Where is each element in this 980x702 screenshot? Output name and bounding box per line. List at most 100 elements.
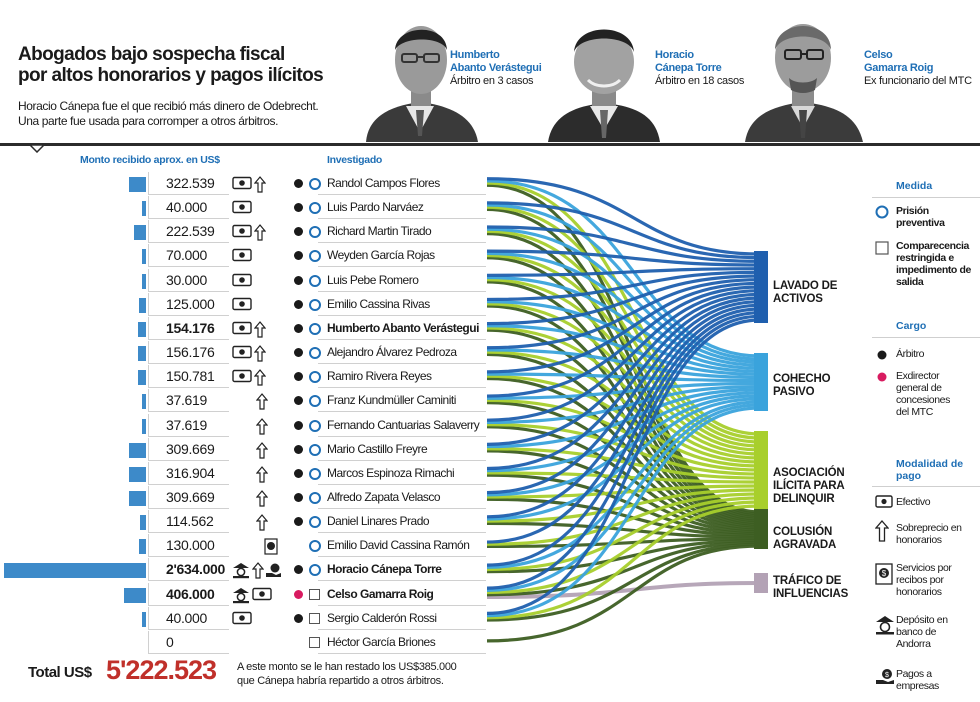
profile-caption-gamarra: Celso Gamarra Roig Ex funcionario del MT… (864, 49, 972, 87)
legend-divider (872, 486, 980, 487)
profile-caption-canepa: Horacio Cánepa Torre Árbitro en 18 casos (655, 49, 745, 87)
amount-bar (138, 321, 146, 337)
legend-restringida-label: Comparecencia restringida e impedimento … (896, 240, 971, 288)
total-value: 5'222.523 (106, 655, 217, 685)
svg-text:$: $ (882, 569, 887, 578)
flow-ribbon (486, 302, 761, 456)
bank-icon (232, 587, 250, 603)
arbitro-dot-icon (294, 444, 303, 454)
row-divider (318, 218, 486, 220)
prision-circle-icon (309, 298, 321, 311)
portrait-gamarra (745, 6, 863, 142)
arbitro-dot-icon (294, 468, 303, 478)
subtitle-line-2: Una parte fue usada para corromper a otr… (18, 114, 279, 128)
row-divider (318, 628, 486, 630)
table-row: 222.539 Richard Martin Tirado (0, 220, 488, 244)
flow-ribbon (486, 275, 761, 370)
cash-icon (232, 224, 252, 240)
row-divider (318, 580, 486, 582)
table-row: 156.176 Alejandro Álvarez Pedroza (0, 341, 488, 365)
flow-ribbon (486, 391, 761, 473)
cash-legend-icon (875, 495, 893, 508)
flow-ribbon (486, 256, 761, 519)
amount-cell (148, 413, 229, 437)
flow-ribbon (486, 314, 761, 590)
row-divider (318, 194, 486, 195)
legend-divider (872, 337, 980, 338)
person-name: Celso Gamarra Roig (327, 586, 434, 601)
person-name: Franz Kundmüller Caminiti (327, 393, 456, 408)
amount-bar (142, 201, 146, 217)
row-divider (318, 290, 486, 292)
amount-bar (129, 177, 146, 192)
crime-block (754, 251, 768, 323)
flow-ribbon (486, 374, 761, 468)
subtitle: Horacio Cánepa fue el que recibió más di… (18, 99, 338, 129)
amount-value: 309.669 (166, 488, 215, 505)
row-divider (318, 652, 486, 654)
person-column-header: Investigado (327, 154, 383, 166)
amount-bar (138, 370, 146, 386)
amount-bar (124, 587, 146, 603)
prision-circle-icon (309, 371, 321, 384)
amount-cell (148, 365, 229, 389)
title-line-1: Abogados bajo sospecha fiscal (18, 44, 285, 65)
legend-pagos-label: Pagos a empresas (896, 668, 939, 692)
prision-circle-icon (309, 564, 321, 577)
crime-block (754, 353, 768, 411)
table-row: 130.000 Emilio David Cassina Ramón (0, 534, 488, 558)
arrow-up-icon (255, 465, 269, 483)
legend-arbitro-label: Árbitro (896, 348, 925, 360)
flow-ribbon (486, 177, 761, 256)
person-name: Horacio Cánepa Torre (327, 562, 442, 577)
row-divider (318, 532, 486, 534)
amount-value: 114.562 (166, 513, 214, 530)
table-row: 154.176 Humberto Abanto Verástegui (0, 316, 488, 341)
cash-icon (232, 321, 252, 337)
prision-circle-icon (309, 347, 321, 360)
amount-cell (148, 582, 229, 606)
table-row: 70.000 Weyden García Rojas (0, 244, 488, 268)
amount-bar (139, 297, 146, 313)
legend-pago-title: Modalidad de pago (896, 458, 964, 482)
amount-column-header: Monto recibido aprox. en US$ (80, 154, 220, 166)
flow-ribbon (486, 227, 761, 364)
arbitro-dot-icon (294, 613, 303, 623)
amount-value: 30.000 (166, 271, 208, 288)
crime-label-trafico: TRÁFICO DE INFLUENCIAS (773, 575, 849, 600)
person-name: Mario Castillo Freyre (327, 441, 428, 456)
table-row: 309.669 Alfredo Zapata Velasco (0, 485, 488, 510)
amount-value: 2'634.000 (166, 561, 226, 578)
restringida-legend-icon (875, 241, 889, 255)
table-row: 2'634.000 Horacio Cánepa Torre (0, 558, 488, 582)
person-name: Sergio Calderón Rossi (327, 610, 437, 625)
cash-icon (232, 273, 252, 289)
flow-ribbon (486, 311, 761, 567)
arbitro-dot-icon (294, 299, 303, 309)
arbitro-dot-icon (294, 227, 303, 237)
prision-circle-icon (309, 443, 321, 456)
flow-ribbon (486, 225, 761, 263)
amount-value: 222.539 (166, 223, 215, 240)
flow-ribbon (486, 497, 761, 537)
prision-circle-icon (309, 491, 321, 504)
amount-value: 130.000 (166, 537, 215, 554)
amount-value: 0 (166, 633, 174, 650)
legend-deposito-label: Depósito en banco de Andorra (896, 614, 948, 650)
amount-value: 316.904 (166, 464, 215, 481)
flow-ribbon (486, 326, 761, 460)
flow-ribbon (486, 270, 761, 302)
row-divider (318, 483, 486, 485)
cash-icon (232, 176, 252, 192)
portrait-canepa (548, 6, 660, 142)
flow-ribbon (486, 296, 761, 471)
person-name: Richard Martin Tirado (327, 224, 432, 239)
amount-cell (148, 485, 229, 509)
crime-block (754, 509, 768, 549)
flow-ribbon (486, 318, 761, 615)
arbitro-dot-icon (294, 348, 303, 358)
amount-bar (139, 539, 146, 555)
flow-ribbon (486, 539, 761, 574)
table-row: 125.000 Emilio Cassina Rivas (0, 292, 488, 317)
